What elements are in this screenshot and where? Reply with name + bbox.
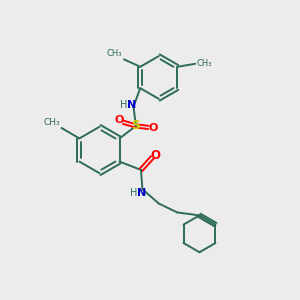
Text: O: O xyxy=(148,123,158,133)
Text: O: O xyxy=(114,115,124,125)
Text: CH₃: CH₃ xyxy=(107,49,122,58)
Text: CH₃: CH₃ xyxy=(196,59,212,68)
Text: H: H xyxy=(130,188,138,198)
Text: N: N xyxy=(127,100,136,110)
Text: O: O xyxy=(151,148,161,162)
Text: H: H xyxy=(120,100,128,110)
Text: CH₃: CH₃ xyxy=(44,118,60,127)
Text: S: S xyxy=(131,119,140,132)
Text: N: N xyxy=(137,188,146,198)
